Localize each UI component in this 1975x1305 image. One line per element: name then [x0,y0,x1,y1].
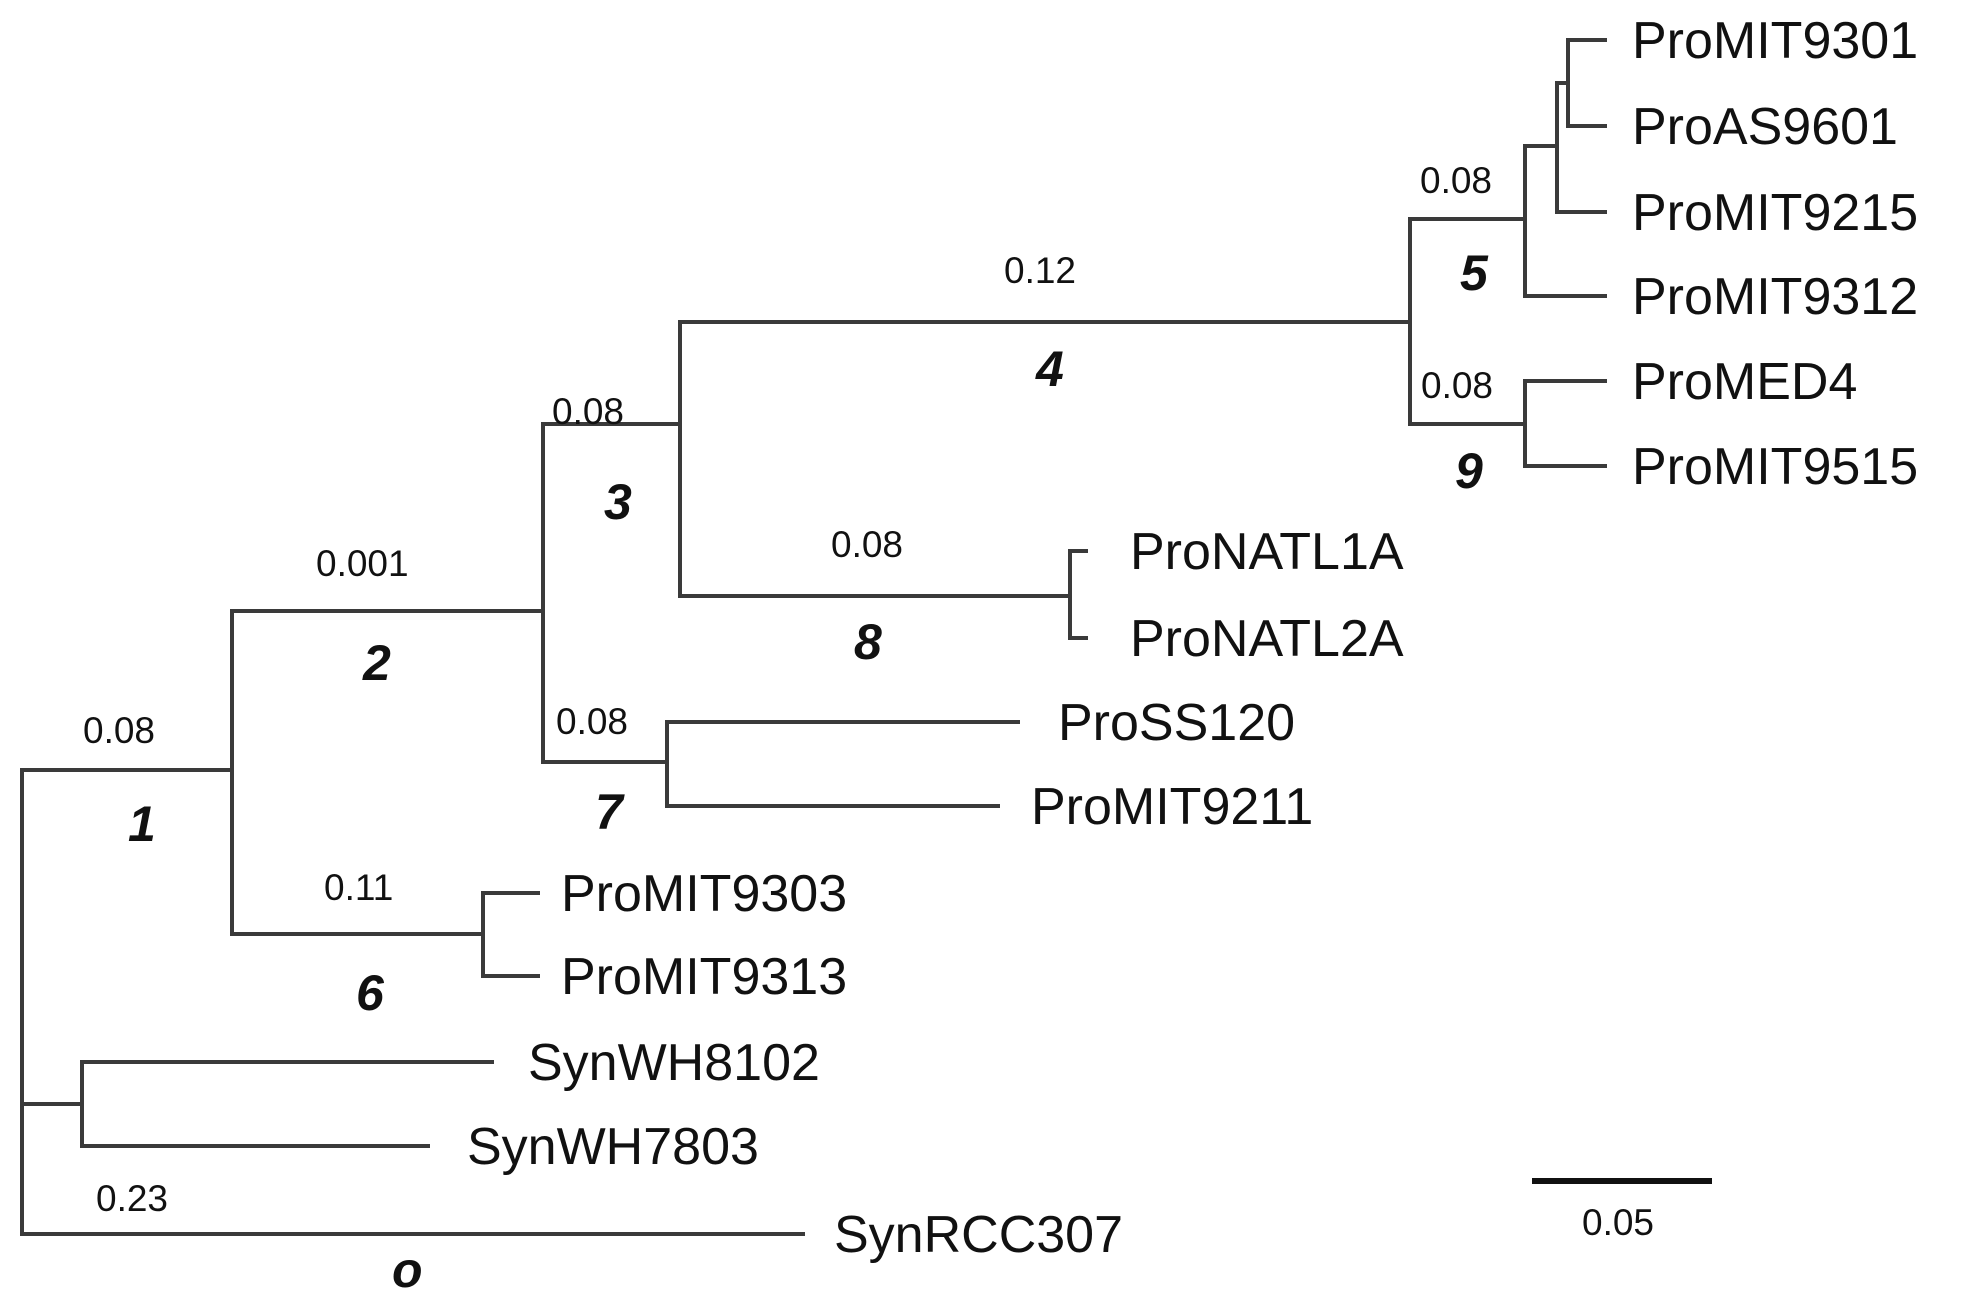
branch-value-0: 0.23 [96,1178,168,1219]
node-id-5: 5 [1460,245,1489,301]
node-id-6: 6 [356,965,385,1021]
leaf-label-pronatl1a: ProNATL1A [1130,523,1404,581]
node-id-1: 1 [128,796,156,852]
branch-value-1: 0.08 [83,710,155,751]
node-id-o: o [392,1242,423,1298]
branch-value-3: 0.08 [552,391,624,432]
leaf-label-promed4: ProMED4 [1632,353,1857,411]
node-id-4: 4 [1035,341,1064,397]
leaf-label-proas9601: ProAS9601 [1632,98,1898,156]
leaf-label-synwh8102: SynWH8102 [528,1034,820,1092]
branch-value-5: 0.08 [1420,160,1492,201]
branch-value-4: 0.12 [1004,250,1076,291]
scale-bar-label: 0.05 [1582,1202,1654,1243]
leaf-label-promit9303: ProMIT9303 [561,865,847,923]
branch-value-7: 0.08 [556,701,628,742]
node-id-9: 9 [1455,443,1483,499]
node-id-8: 8 [854,614,882,670]
leaf-label-promit9313: ProMIT9313 [561,948,847,1006]
branch-value-6: 0.11 [324,867,393,908]
node-id-7: 7 [595,784,625,840]
node-id-2: 2 [362,635,391,691]
node-id-3: 3 [604,474,632,530]
branch-value-9: 0.08 [1421,365,1493,406]
leaf-label-promit9312: ProMIT9312 [1632,268,1918,326]
leaf-label-promit9215: ProMIT9215 [1632,184,1918,242]
leaf-label-promit9515: ProMIT9515 [1632,438,1918,496]
leaf-label-promit9301: ProMIT9301 [1632,12,1918,70]
leaf-label-pronatl2a: ProNATL2A [1130,610,1404,668]
leaf-label-pross120: ProSS120 [1058,694,1295,752]
branch-value-8: 0.08 [831,524,903,565]
branch-value-2: 0.001 [316,543,409,584]
leaf-label-promit9211: ProMIT9211 [1031,778,1313,836]
leaf-label-synrcc307: SynRCC307 [834,1206,1123,1264]
leaf-label-synwh7803: SynWH7803 [467,1118,759,1176]
